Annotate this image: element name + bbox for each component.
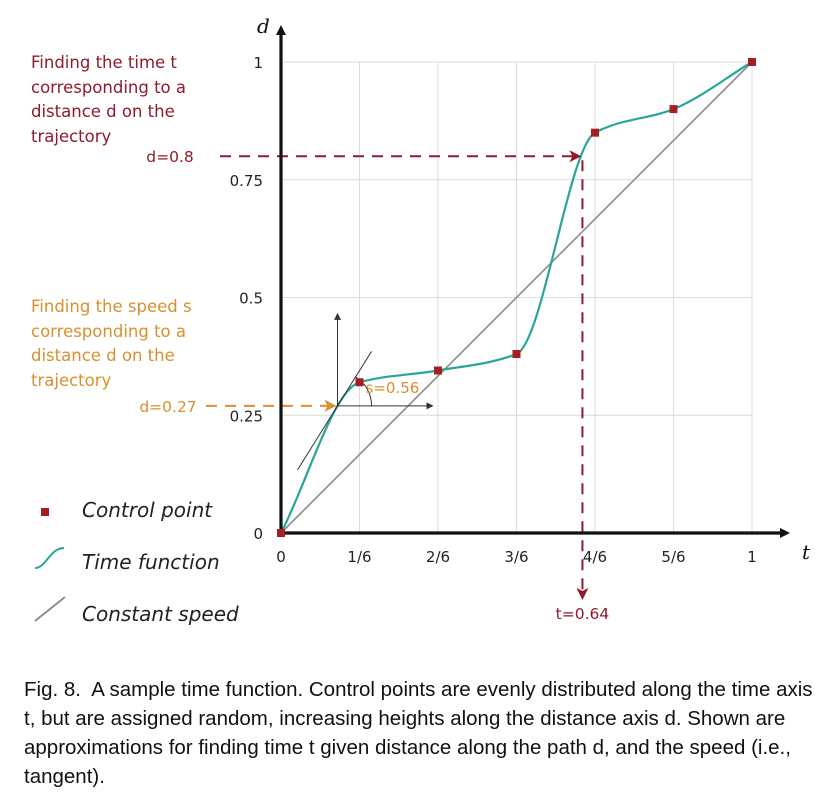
y-tick-label: 0.25 xyxy=(230,407,263,425)
control-point xyxy=(355,378,364,387)
caption-text: A sample time function. Control points a… xyxy=(24,678,813,788)
d-027-label: d=0.27 xyxy=(139,398,196,416)
control-point xyxy=(669,105,678,114)
control-point xyxy=(277,529,285,537)
time-finding-note: Finding the time t corresponding to a di… xyxy=(31,53,187,146)
y-tick-label: 0 xyxy=(253,525,263,543)
legend-marks xyxy=(34,508,66,622)
constant-speed-series xyxy=(280,61,753,534)
axes: td xyxy=(257,14,811,564)
t-064-label: t=0.64 xyxy=(556,605,610,623)
x-tick-label: 5/6 xyxy=(661,548,685,566)
y-tick-label: 1 xyxy=(253,54,263,72)
legend-time-function-label: Time function xyxy=(82,550,220,574)
control-point xyxy=(748,58,756,66)
x-tick-label: 0 xyxy=(276,548,286,566)
legend-control-point-marker xyxy=(41,508,49,516)
grid-lines xyxy=(281,61,753,533)
control-point xyxy=(591,128,600,137)
control-points xyxy=(277,58,756,537)
caption-lead: Fig. 8. xyxy=(24,678,81,701)
x-axis-title: t xyxy=(802,540,811,564)
s-056-label: s=0.56 xyxy=(366,379,420,397)
legend-constant-speed-label: Constant speed xyxy=(82,602,239,626)
tangent-line xyxy=(297,351,372,471)
speed-finding-note: Finding the speed s corresponding to a d… xyxy=(31,297,192,390)
y-tick-label: 0.75 xyxy=(230,172,263,190)
x-tick-label: 2/6 xyxy=(426,548,450,566)
tick-labels: 0 1/6 2/6 3/6 4/6 5/6 1 0 0.25 0.5 0.75 1 xyxy=(230,54,757,566)
annotations: d=0.8 t=0.64 d=0.27 s=0.56 xyxy=(139,148,609,623)
x-tick-label: 1/6 xyxy=(347,548,371,566)
x-tick-label: 3/6 xyxy=(504,548,528,566)
legend-time-function-marker xyxy=(34,547,65,569)
figure-caption: Fig. 8. A sample time function. Control … xyxy=(24,675,814,791)
time-function-chart: d=0.8t=0.64d=0.27s=0.56 td 0 1/6 2/6 3/6 4/6… xyxy=(34,14,811,623)
y-tick-label: 0.5 xyxy=(239,290,263,308)
legend-control-point-label: Control point xyxy=(82,498,213,522)
y-axis-title: d xyxy=(257,14,270,38)
x-tick-label: 4/6 xyxy=(583,548,607,566)
control-point xyxy=(433,366,442,375)
d-08-label: d=0.8 xyxy=(146,148,193,166)
constant-speed-line xyxy=(280,61,753,534)
control-point xyxy=(512,350,521,359)
legend-constant-speed-marker xyxy=(34,596,66,622)
x-tick-label: 1 xyxy=(747,548,757,566)
